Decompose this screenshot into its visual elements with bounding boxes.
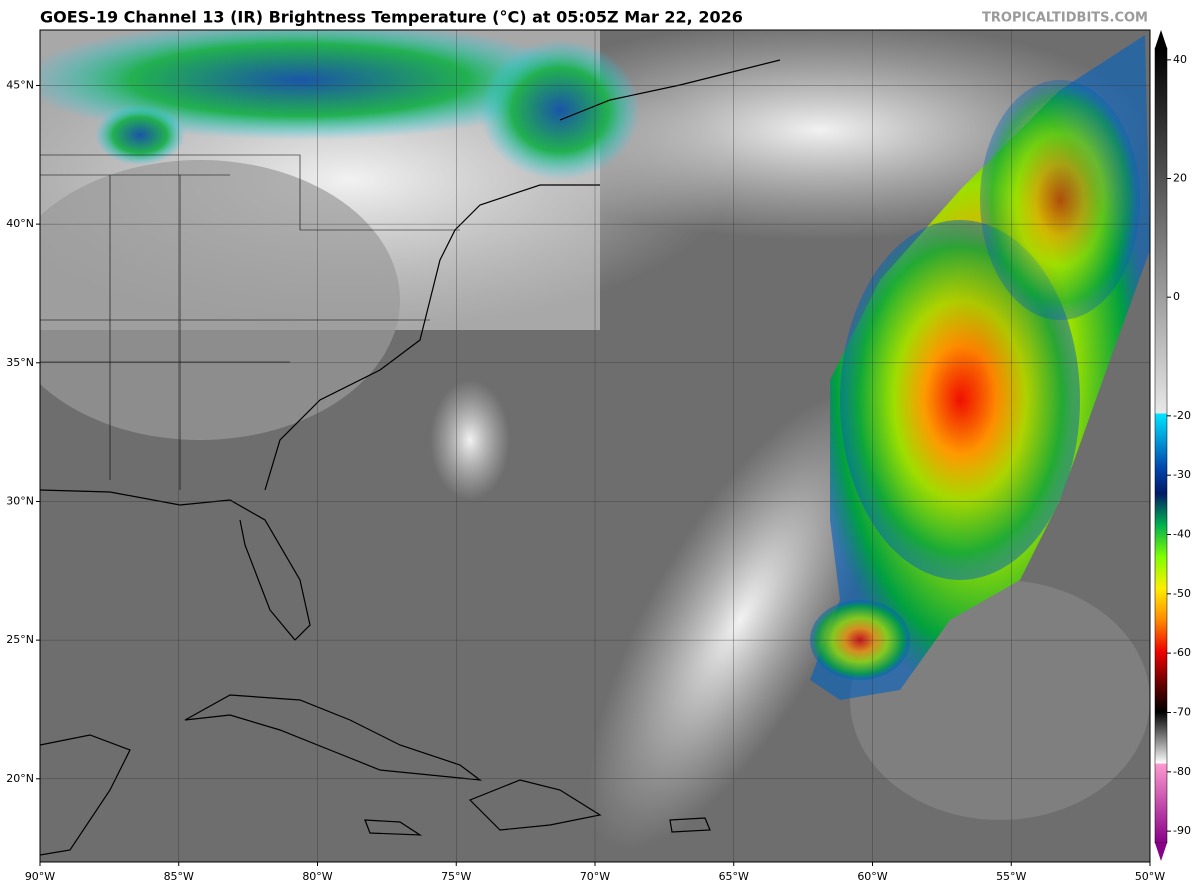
satellite-image xyxy=(40,30,1150,862)
colorbar-gradient xyxy=(1154,47,1168,844)
watermark: TROPICALTIDBITS.COM xyxy=(982,11,1148,26)
colorbar: 40 20 0 -20 -30 -40 -50 -60 -70 -80 -90 xyxy=(1154,30,1191,861)
colorbar-tick-label: 40 xyxy=(1173,53,1187,66)
colorbar-tick-label: -20 xyxy=(1173,409,1191,422)
colorbar-bottom-extend xyxy=(1155,843,1167,861)
lon-tick-label: 90°W xyxy=(25,870,55,883)
lon-tick-label: 65°W xyxy=(719,870,749,883)
lat-tick-label: 35°N xyxy=(6,356,34,369)
colorbar-tick-label: 20 xyxy=(1173,172,1187,185)
lon-tick-label: 85°W xyxy=(164,870,194,883)
colorbar-tick-label: -50 xyxy=(1173,587,1191,600)
lon-tick-label: 75°W xyxy=(441,870,471,883)
colorbar-tick-label: -90 xyxy=(1173,824,1191,837)
lat-tick-label: 20°N xyxy=(6,772,34,785)
lat-tick-label: 40°N xyxy=(6,217,34,230)
title: GOES-19 Channel 13 (IR) Brightness Tempe… xyxy=(40,8,743,27)
lon-tick-label: 60°W xyxy=(857,870,887,883)
lat-tick-label: 25°N xyxy=(6,633,34,646)
colorbar-tick-label: -30 xyxy=(1173,468,1191,481)
lat-tick-label: 30°N xyxy=(6,494,34,507)
lon-tick-label: 50°W xyxy=(1135,870,1165,883)
colorbar-top-extend xyxy=(1155,30,1167,48)
colorbar-tick-label: 0 xyxy=(1173,290,1180,303)
lon-tick-label: 70°W xyxy=(580,870,610,883)
colorbar-tick-label: -40 xyxy=(1173,527,1191,540)
colorbar-tick-label: -80 xyxy=(1173,765,1191,778)
lon-tick-label: 80°W xyxy=(302,870,332,883)
lat-tick-label: 45°N xyxy=(6,78,34,91)
colorbar-tick-label: -70 xyxy=(1173,705,1191,718)
colorbar-tick-label: -60 xyxy=(1173,646,1191,659)
lon-tick-label: 55°W xyxy=(996,870,1026,883)
map-frame xyxy=(39,29,1151,863)
